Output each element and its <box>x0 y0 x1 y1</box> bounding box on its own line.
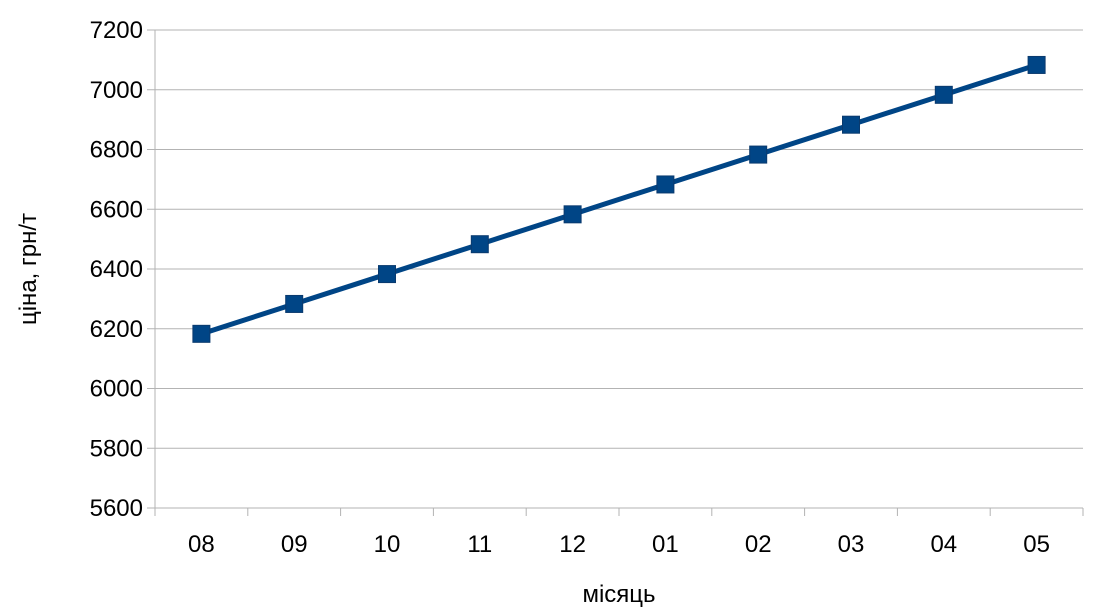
y-tick-label-7200: 7200 <box>90 17 143 44</box>
y-tick-label-5600: 5600 <box>90 495 143 522</box>
data-point-11 <box>470 235 489 254</box>
x-tick-label-11: 11 <box>467 531 492 558</box>
x-tick-label-05: 05 <box>1023 531 1050 558</box>
grid-lines <box>155 29 1083 509</box>
x-axis-title: місяць <box>582 581 655 608</box>
y-tick-label-7000: 7000 <box>90 77 143 104</box>
y-tick-label-6400: 6400 <box>90 256 143 283</box>
x-tick-label-03: 03 <box>838 531 865 558</box>
axes <box>147 29 1084 516</box>
y-axis-tick-labels: 5600 5800 6000 6200 6400 6600 6800 7000 7200 <box>90 17 143 522</box>
data-point-12 <box>563 205 582 224</box>
x-tick-label-08: 08 <box>188 531 215 558</box>
x-axis-tick-labels: 08 09 10 11 12 01 02 03 04 05 <box>188 531 1050 558</box>
y-tick-label-6800: 6800 <box>90 137 143 164</box>
x-tick-label-01: 01 <box>652 531 679 558</box>
y-tick-label-5800: 5800 <box>90 435 143 462</box>
data-point-05 <box>1027 55 1046 74</box>
data-point-01 <box>656 175 675 194</box>
y-axis-title: ціна, грн/т <box>15 213 42 325</box>
data-point-09 <box>285 294 304 313</box>
x-tick-label-09: 09 <box>281 531 308 558</box>
x-tick-label-12: 12 <box>559 531 586 558</box>
series-line-0 <box>200 62 1038 337</box>
data-point-08 <box>192 324 211 343</box>
data-point-03 <box>842 115 860 134</box>
y-tick-label-6600: 6600 <box>90 196 143 223</box>
data-point-10 <box>378 265 396 284</box>
x-tick-label-10: 10 <box>374 531 401 558</box>
y-tick-label-6200: 6200 <box>90 316 143 343</box>
x-tick-label-02: 02 <box>745 531 772 558</box>
data-point-02 <box>749 145 768 164</box>
data-point-04 <box>934 85 953 104</box>
y-tick-label-6000: 6000 <box>90 376 143 403</box>
x-tick-label-04: 04 <box>930 531 957 558</box>
series-group <box>192 55 1046 343</box>
